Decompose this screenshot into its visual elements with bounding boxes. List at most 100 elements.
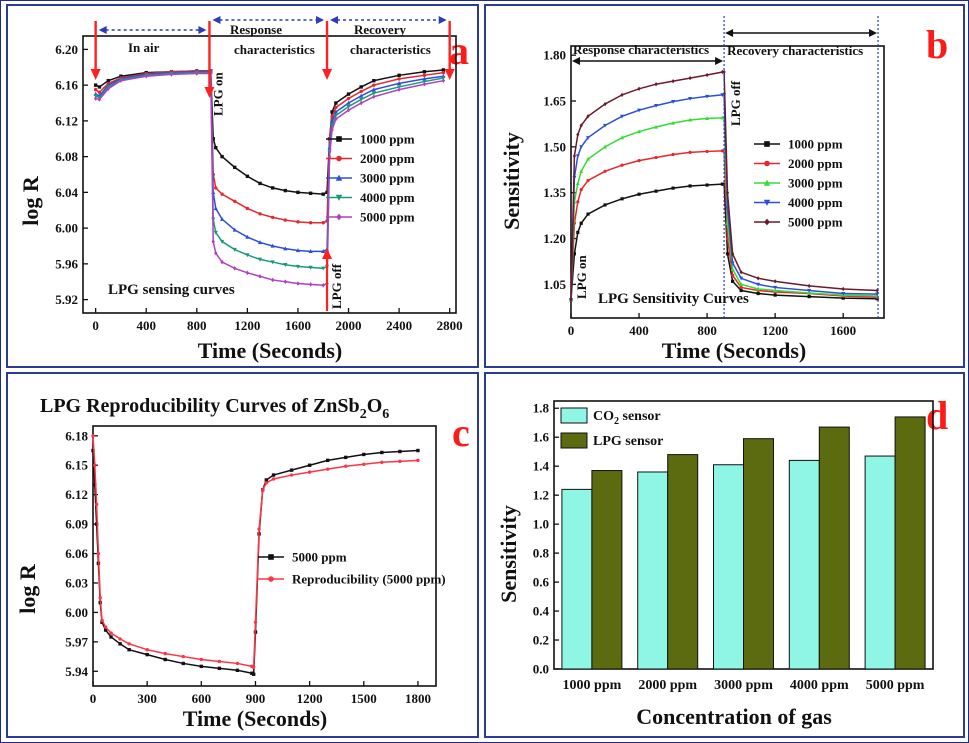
chart-a-series-4-point [359,97,364,102]
chart-a-series-4-point [245,253,250,258]
chart-c-ytick-label: 6.15 [65,458,88,473]
chart-a-series-4-point [257,257,263,262]
chart-b-series-2-point [725,236,730,241]
chart-b-series-2-point [654,155,658,160]
chart-a-series-1-point [334,101,338,105]
chart-c-series-1-point [235,668,240,673]
panel-a: log R Time (Seconds) a 0 400 800 1200 1600 20… [6,4,479,368]
chart-c-series-line-2 [92,435,418,669]
chart-b-legend-marker-3 [763,179,771,186]
chart-b-series-5-point [773,279,777,284]
chart-b-series-4-point [730,261,735,266]
chart-b-series-3-point [603,144,608,149]
chart-b-series-5-point [569,297,573,302]
chart-c-title-mid: O [367,395,383,417]
chart-c-legend-label-1: 5000 ppm [292,550,347,565]
chart-a-series-1-point [258,181,262,186]
chart-b-recovery-arrow-head-left [725,29,734,37]
chart-c-ytick-label: 6.12 [65,487,88,502]
chart-d-bar-lpg [894,416,926,670]
chart-b-series-line-2 [570,150,878,300]
chart-a-legend-marker-1 [336,136,342,142]
chart-a-legend-label-5: 5000 ppm [360,210,415,225]
chart-a-series-2-point [214,186,218,190]
chart-c-series-2-point [253,620,258,624]
chart-a-response-arrow-head-left [212,16,221,24]
chart-a-series-2-point [422,73,427,78]
chart-c-series-2-point [235,661,240,666]
chart-c-series-1-point [416,448,420,453]
chart-c-ytick-label: 5.94 [65,664,88,679]
chart-a-series-1-point [308,191,313,195]
chart-b-series-2-point [671,152,675,157]
chart-b-series-5-point [720,69,724,75]
chart-b-series-2-point [576,200,580,204]
chart-d-ytick-label: 0.0 [533,662,549,677]
chart-b-plot-frame [570,45,885,319]
chart-a-series-2-point [372,83,376,87]
chart-a-series-3-point [213,206,218,211]
chart-a-legend-label-2: 2000 ppm [360,151,415,166]
chart-a-ytick-label: 6.00 [55,221,78,236]
chart-c-series-2-point [264,481,269,485]
chart-a-legend-label-3: 3000 ppm [360,171,415,186]
chart-b-series-4-point [756,282,761,287]
chart-b: Sensitivity Time (Seconds) b 0 400 800 1200… [499,16,948,363]
chart-c-series-2-point [344,464,348,468]
chart-b-series-3-point [773,288,778,293]
chart-c-ylabel: log R [15,563,40,614]
panel-b: Sensitivity Time (Seconds) b 0 400 800 1200… [484,4,965,368]
chart-c-series-2-point [181,654,185,659]
chart-b-legend-label-3: 3000 ppm [788,176,843,191]
chart-d-bar-lpg [667,454,699,670]
chart-a-recovery-arrow-head-left [330,16,339,24]
chart-b-xtick-label: 0 [568,323,575,338]
chart-a-sensing-label: LPG sensing curves [108,282,235,298]
chart-a-series-5-point [106,86,110,92]
chart-a-series-5-point [195,71,199,76]
chart-a-series-4-point [283,263,288,268]
chart-c-legend-label-2: Reproducibility (5000 ppm) [292,572,446,587]
chart-a-series-2-point [397,77,401,81]
chart-b-series-5-point [603,101,607,107]
chart-b-series-1-point [773,293,777,297]
chart-c-series-1-point [250,671,254,675]
chart-d-ytick-label: 0.8 [533,546,550,561]
chart-a-legend-marker-5 [336,213,342,221]
chart-d-legend-co2-sub: 2 [614,416,619,427]
chart-b-series-3-point [705,116,710,121]
chart-b-series-5-point [637,86,641,91]
chart-c-series-1-point [199,664,204,669]
chart-a-series-2-point [220,192,224,196]
chart-a-series-2-point [308,221,313,225]
chart-d-bar-lpg [818,426,850,670]
chart-a-series-5-point [119,78,123,83]
chart-a-series-2-point [258,212,262,216]
panel-c-label: c [452,410,470,455]
chart-b-xtick-label: 1200 [762,323,788,338]
chart-b-legend-marker-4 [763,199,771,206]
chart-b-series-5-point [654,82,658,87]
chart-b-series-4-point [579,145,584,150]
chart-a-ylabel: log R [18,175,43,226]
chart-b-lpg-off-label: LPG off [728,80,743,126]
chart-b-series-4-point [637,108,642,113]
chart-a-series-5-point [321,283,325,288]
chart-b-series-3-point [654,124,659,129]
chart-a-series-4-point [441,76,446,81]
chart-c-series-1-point [344,455,348,460]
chart-c-series-2-point [91,434,95,438]
chart-c-xtick-label: 1200 [297,691,323,706]
chart-c-ytick-label: 6.18 [65,428,88,443]
chart-b-legend-label-1: 1000 ppm [788,137,843,152]
chart-b-series-5-point [731,251,735,257]
chart-b-series-2-point [731,273,735,277]
chart-a-series-2-point [346,96,351,101]
chart-c-series-1-point [91,448,95,453]
chart-c-series-1-point [100,620,104,624]
chart-c-series-1-point [362,452,366,457]
chart-a: log R Time (Seconds) a 0 400 800 1200 1600 20… [18,16,469,363]
chart-b-series-1-point [603,203,607,207]
chart-a-series-5-point [233,266,237,271]
chart-a-series-3-point [219,216,225,221]
